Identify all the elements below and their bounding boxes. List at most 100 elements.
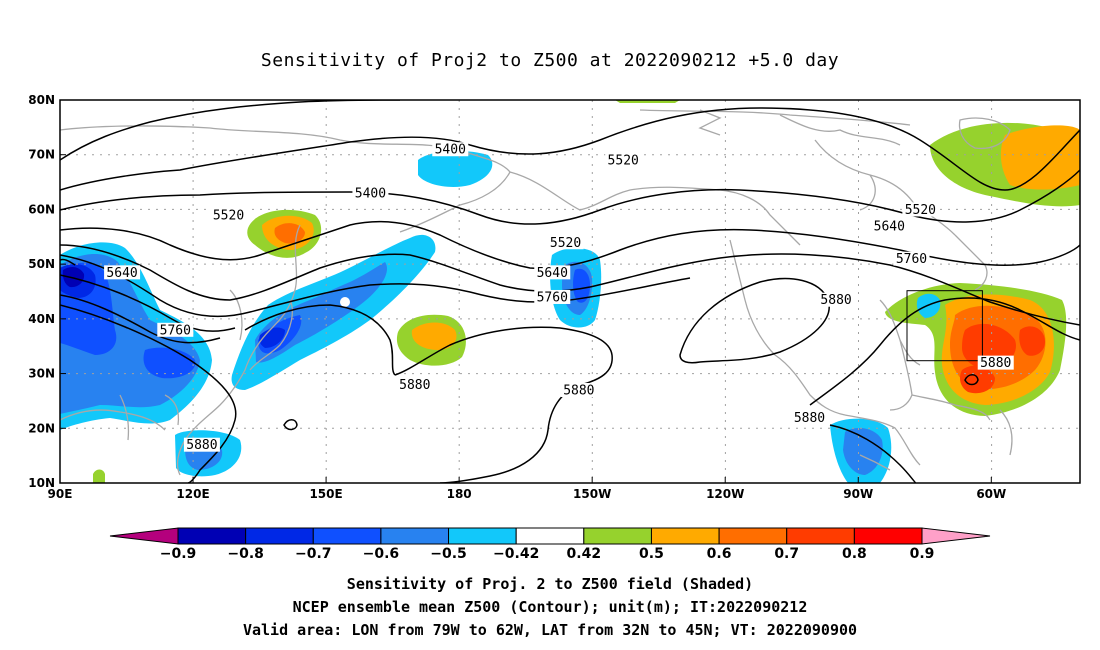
colorbar-label: −0.6: [363, 546, 400, 562]
contour-small2: [964, 374, 979, 386]
colorbar-label: 0.6: [707, 546, 732, 562]
colorbar-label: −0.9: [160, 546, 197, 562]
lon-label-180: 180: [447, 487, 472, 501]
lon-label-120E: 120E: [176, 487, 209, 501]
colorbar-label: 0.7: [774, 546, 799, 562]
lat-label-40N: 40N: [28, 312, 55, 326]
lat-label-80N: 80N: [28, 93, 55, 107]
lat-label-70N: 70N: [28, 148, 55, 162]
contour-label: 5520: [608, 154, 639, 169]
lon-label-150E: 150E: [309, 487, 342, 501]
colorbar-segment: [853, 527, 923, 545]
contour-5520: [60, 169, 1080, 225]
contour-5880-c: [60, 294, 221, 344]
contour-5880-east: [809, 297, 1080, 406]
contour-label: 5640: [537, 266, 568, 281]
contour-5880-high: [679, 277, 830, 364]
colorbar-label: −0.8: [227, 546, 264, 562]
contour-5400-west: [60, 107, 1080, 191]
colorbar-segment: [448, 527, 517, 545]
contour-label: 5520: [213, 208, 244, 223]
contour-label: 5760: [896, 252, 927, 267]
contour-label-bg: [893, 251, 930, 266]
contour-label-bg: [534, 289, 571, 304]
contour-label-bg: [871, 218, 908, 233]
contour-label-bg: [818, 292, 855, 307]
contour-5880-pacific1: [244, 304, 396, 376]
colorbar-segment: [380, 527, 450, 545]
colorbar-label: −0.42: [493, 546, 539, 562]
contour-label-bg: [902, 202, 939, 217]
colorbar-segment: [718, 527, 788, 545]
valid-area-box: [906, 290, 983, 362]
contour-label: 5640: [874, 219, 905, 234]
contour-label: 5400: [435, 143, 466, 158]
lon-label-150W: 150W: [573, 487, 611, 501]
lon-label-90W: 90W: [843, 487, 873, 501]
contour-label: 5520: [550, 236, 581, 251]
contour-label: 5880: [820, 293, 851, 308]
lon-label-120W: 120W: [706, 487, 744, 501]
colorbar-segment: [583, 527, 652, 545]
longitude-labels: 90E 120E 150E 180 150W 120W 90W 60W: [48, 477, 1006, 501]
shade-sea-small: [93, 469, 105, 483]
colorbar-label: −0.5: [430, 546, 467, 562]
contour-label: 5760: [160, 323, 191, 338]
contour-label: 5880: [794, 411, 825, 426]
colorbar-label: 0.9: [910, 546, 935, 562]
colorbar-segment: [177, 527, 247, 545]
colorbar-segment: [786, 527, 855, 545]
lon-label-90E: 90E: [48, 487, 73, 501]
contour-label-bg: [183, 437, 220, 452]
colorbar-segment: [650, 527, 720, 545]
contour-5880-b: [60, 274, 236, 332]
colorbar-label: 0.8: [842, 546, 867, 562]
contour-5640-bend: [60, 258, 76, 266]
contour-label-bg: [104, 265, 141, 280]
contour-label-bg: [605, 153, 642, 168]
contour-label: 5880: [563, 383, 594, 398]
contour-5880-pacific2: [394, 326, 613, 483]
contour-5760: [60, 244, 1080, 326]
contour-label: 5880: [980, 356, 1011, 371]
footer-shaded-caption: Sensitivity of Proj. 2 to Z500 field (Sh…: [346, 575, 754, 593]
contour-label-bg: [352, 186, 389, 201]
contour-label: 5520: [905, 203, 936, 218]
contour-label-bg: [791, 410, 828, 425]
colorbar-label: 0.5: [639, 546, 664, 562]
contour-5880-west: [60, 304, 237, 483]
lat-label-60N: 60N: [28, 202, 55, 216]
contour-label: 5400: [355, 187, 386, 202]
contour-label: 5880: [399, 378, 430, 393]
lat-label-20N: 20N: [28, 421, 55, 435]
contour-label-bg: [432, 142, 469, 157]
colorbar-label: 0.42: [567, 546, 602, 562]
colorbar-segment: [312, 527, 382, 545]
contour-label-bg: [157, 322, 194, 337]
colorbar-segment: [515, 527, 585, 545]
contour-label-bg: [560, 382, 597, 397]
lon-label-60W: 60W: [976, 487, 1006, 501]
contour-label: 5880: [186, 438, 217, 453]
contour-5880-south: [829, 424, 917, 483]
map-frame: [59, 99, 1081, 484]
contour-small1: [283, 419, 298, 431]
map-title: Sensitivity of Proj2 to Z500 at 20220902…: [260, 50, 840, 71]
contour-label: 5640: [106, 266, 137, 281]
contour-label: 5760: [537, 290, 568, 305]
footer-valid-area-caption: Valid area: LON from 79W to 62W, LAT fro…: [242, 621, 858, 639]
colorbar-label: −0.7: [295, 546, 332, 562]
contour-label-bg: [547, 235, 584, 250]
colorbar-segment: [245, 527, 314, 545]
contour-label-bg: [396, 377, 433, 392]
footer-contour-caption: NCEP ensemble mean Z500 (Contour); unit(…: [292, 598, 808, 616]
latitude-labels: 80N 70N 60N 50N 40N 30N 20N 10N: [28, 93, 66, 490]
colorbar: −0.9 −0.8 −0.7 −0.6 −0.5 −0.42 0.42 0.5 0.6 0.7 0.…: [109, 527, 991, 562]
colorbar-left-arrow: [109, 527, 179, 545]
contour-label-bg: [534, 265, 571, 280]
colorbar-right-arrow: [921, 527, 991, 545]
lat-label-10N: 10N: [28, 476, 55, 490]
contour-label-bg: [977, 355, 1014, 370]
contour-label-bg: [210, 207, 247, 222]
